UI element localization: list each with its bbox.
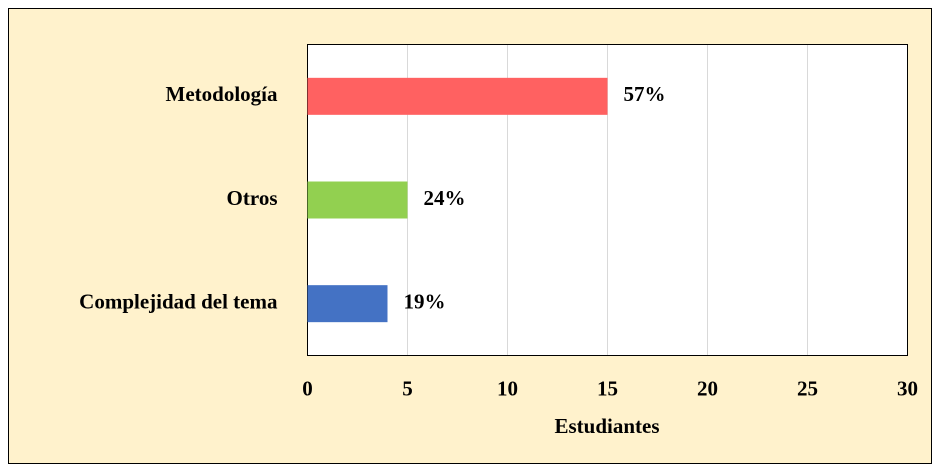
x-tick-label: 5 bbox=[402, 376, 413, 400]
bar bbox=[307, 181, 408, 219]
data-label: 24% bbox=[424, 186, 466, 210]
y-tick-label: Metodología bbox=[166, 82, 278, 106]
x-tick-label: 10 bbox=[497, 376, 518, 400]
x-axis-title: Estudiantes bbox=[554, 414, 659, 438]
x-tick-label: 0 bbox=[302, 376, 313, 400]
x-tick-label: 15 bbox=[597, 376, 618, 400]
data-label: 19% bbox=[404, 289, 446, 313]
y-tick-label: Complejidad del tema bbox=[79, 289, 278, 313]
y-tick-label: Otros bbox=[227, 186, 278, 210]
x-tick-label: 20 bbox=[697, 376, 718, 400]
x-tick-label: 30 bbox=[897, 376, 918, 400]
bar bbox=[307, 285, 388, 323]
data-label: 57% bbox=[624, 82, 666, 106]
x-tick-label: 25 bbox=[797, 376, 818, 400]
bar bbox=[307, 77, 608, 115]
